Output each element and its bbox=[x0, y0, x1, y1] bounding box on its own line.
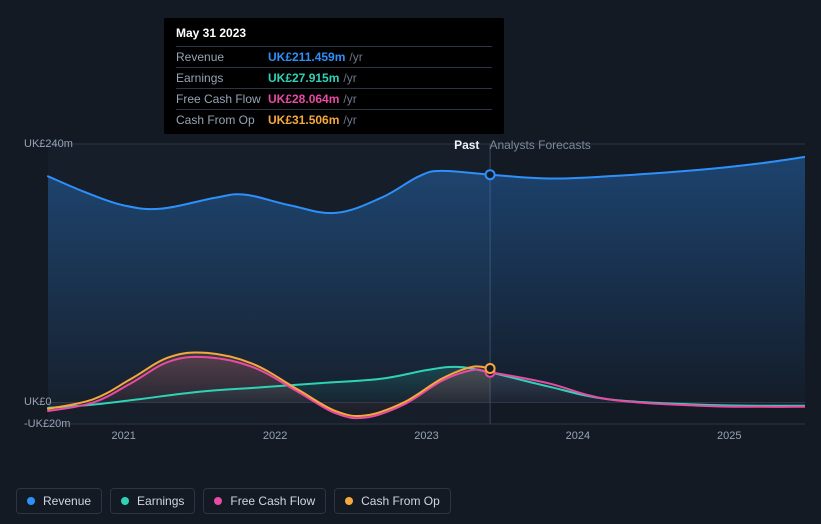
legend-dot-icon bbox=[27, 497, 35, 505]
tooltip-unit: /yr bbox=[343, 71, 356, 85]
x-axis-label: 2023 bbox=[414, 430, 438, 442]
chart-tooltip: May 31 2023 RevenueUK£211.459m/yrEarning… bbox=[164, 18, 504, 134]
tooltip-row: Free Cash FlowUK£28.064m/yr bbox=[176, 88, 492, 109]
past-forecast-labels: Past Analysts Forecasts bbox=[454, 138, 591, 152]
legend-dot-icon bbox=[121, 497, 129, 505]
legend-dot-icon bbox=[345, 497, 353, 505]
forecast-label: Analysts Forecasts bbox=[489, 138, 590, 152]
tooltip-label: Cash From Op bbox=[176, 113, 268, 127]
legend-label: Earnings bbox=[137, 494, 184, 508]
legend-item[interactable]: Cash From Op bbox=[334, 488, 451, 514]
tooltip-row: Cash From OpUK£31.506m/yr bbox=[176, 109, 492, 130]
tooltip-date: May 31 2023 bbox=[176, 26, 492, 46]
y-axis-label: UK£240m bbox=[24, 138, 73, 150]
y-axis-label: -UK£20m bbox=[24, 418, 70, 430]
tooltip-unit: /yr bbox=[349, 50, 362, 64]
tooltip-value: UK£28.064m bbox=[268, 92, 339, 106]
chart-area: Past Analysts Forecasts UK£240m UK£0 -UK£2… bbox=[16, 126, 805, 482]
tooltip-label: Free Cash Flow bbox=[176, 92, 268, 106]
tooltip-unit: /yr bbox=[343, 92, 356, 106]
chart-svg bbox=[16, 126, 805, 446]
legend-label: Cash From Op bbox=[361, 494, 440, 508]
x-axis-label: 2022 bbox=[263, 430, 287, 442]
tooltip-unit: /yr bbox=[343, 113, 356, 127]
x-axis-label: 2025 bbox=[717, 430, 741, 442]
legend-item[interactable]: Revenue bbox=[16, 488, 102, 514]
legend-label: Revenue bbox=[43, 494, 91, 508]
x-axis-label: 2021 bbox=[111, 430, 135, 442]
x-axis-label: 2024 bbox=[566, 430, 590, 442]
y-axis-label: UK£0 bbox=[24, 396, 52, 408]
tooltip-value: UK£27.915m bbox=[268, 71, 339, 85]
tooltip-label: Earnings bbox=[176, 71, 268, 85]
tooltip-row: EarningsUK£27.915m/yr bbox=[176, 67, 492, 88]
tooltip-value: UK£31.506m bbox=[268, 113, 339, 127]
legend: Revenue Earnings Free Cash Flow Cash From O… bbox=[16, 488, 451, 514]
past-label: Past bbox=[454, 138, 479, 152]
tooltip-label: Revenue bbox=[176, 50, 268, 64]
tooltip-row: RevenueUK£211.459m/yr bbox=[176, 46, 492, 67]
legend-label: Free Cash Flow bbox=[230, 494, 315, 508]
legend-item[interactable]: Free Cash Flow bbox=[203, 488, 326, 514]
legend-item[interactable]: Earnings bbox=[110, 488, 195, 514]
legend-dot-icon bbox=[214, 497, 222, 505]
tooltip-value: UK£211.459m bbox=[268, 50, 345, 64]
